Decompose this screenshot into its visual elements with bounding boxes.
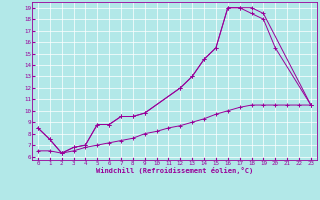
- X-axis label: Windchill (Refroidissement éolien,°C): Windchill (Refroidissement éolien,°C): [96, 167, 253, 174]
